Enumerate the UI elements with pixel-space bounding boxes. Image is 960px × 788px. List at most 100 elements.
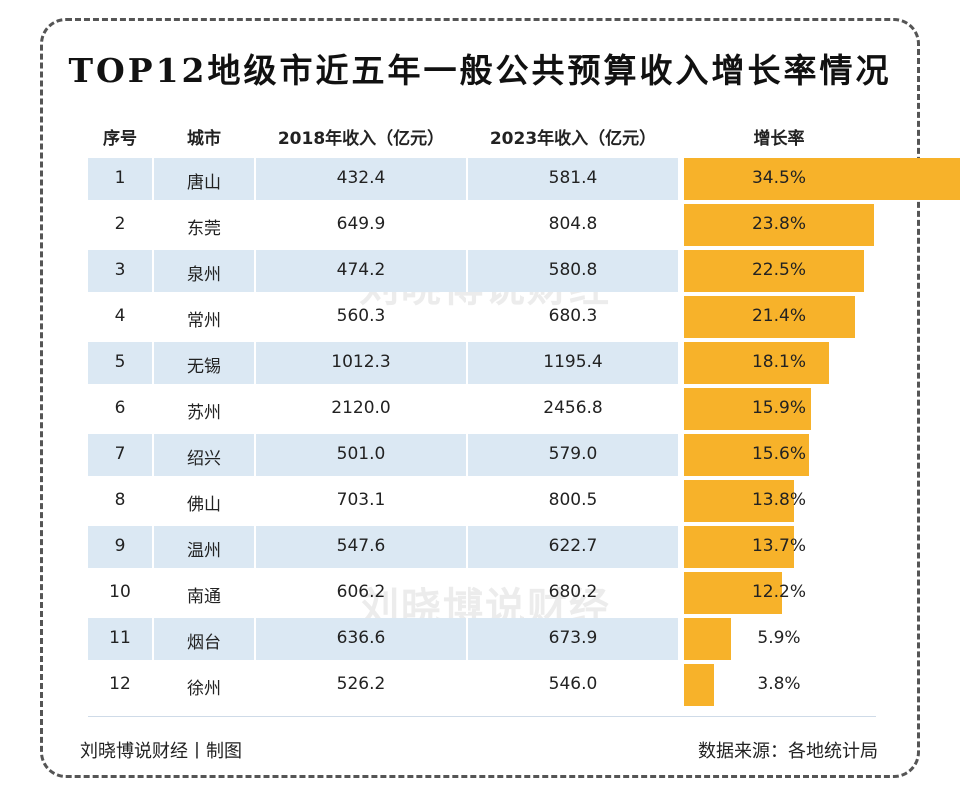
header-growth-rate: 增长率: [753, 129, 805, 149]
row-index: 10: [109, 582, 131, 602]
row-index: 1: [114, 168, 126, 188]
chart-frame: [40, 18, 920, 778]
column-separator: [254, 434, 256, 476]
footer-divider: [88, 716, 876, 717]
column-separator: [254, 572, 256, 614]
row-growth-rate: 15.6%: [751, 444, 806, 464]
row-city: 唐山: [187, 173, 221, 193]
table-row: 5 无锡 1012.3 1195.4 18.1%: [88, 340, 876, 386]
growth-bar: [684, 342, 829, 384]
row-growth-rate: 12.2%: [751, 582, 806, 602]
row-2023-revenue: 580.8: [548, 260, 598, 280]
row-2018-revenue: 2120.0: [331, 398, 391, 418]
table-row: 8 佛山 703.1 800.5 13.8%: [88, 478, 876, 524]
row-index: 11: [109, 628, 131, 648]
row-2018-revenue: 606.2: [336, 582, 386, 602]
column-separator: [466, 480, 468, 522]
growth-bar: [684, 526, 794, 568]
growth-bar: [684, 296, 855, 338]
row-band: [88, 434, 678, 476]
column-separator: [254, 388, 256, 430]
column-separator: [466, 342, 468, 384]
row-2023-revenue: 2456.8: [543, 398, 603, 418]
row-2018-revenue: 474.2: [336, 260, 386, 280]
row-index: 4: [114, 306, 126, 326]
column-separator: [254, 342, 256, 384]
row-band: [88, 342, 678, 384]
chart-title: TOP12地级市近五年一般公共预算收入增长率情况: [68, 51, 892, 90]
column-separator: [466, 204, 468, 246]
row-index: 5: [114, 352, 126, 372]
growth-bar: [684, 158, 960, 200]
row-city: 无锡: [187, 357, 221, 377]
growth-bar: [684, 434, 809, 476]
row-city: 烟台: [187, 633, 221, 653]
row-2023-revenue: 1195.4: [543, 352, 603, 372]
row-band: [88, 158, 678, 200]
row-2018-revenue: 501.0: [336, 444, 386, 464]
column-separator: [152, 342, 154, 384]
row-city: 泉州: [187, 265, 221, 285]
row-index: 8: [114, 490, 126, 510]
column-separator: [152, 204, 154, 246]
row-2018-revenue: 560.3: [336, 306, 386, 326]
column-separator: [466, 618, 468, 660]
row-growth-rate: 13.8%: [751, 490, 806, 510]
column-separator: [152, 526, 154, 568]
column-separator: [466, 572, 468, 614]
row-city: 苏州: [187, 403, 221, 423]
column-separator: [152, 480, 154, 522]
row-index: 12: [109, 674, 131, 694]
row-2018-revenue: 636.6: [336, 628, 386, 648]
table-row: 9 温州 547.6 622.7 13.7%: [88, 524, 876, 570]
column-separator: [466, 250, 468, 292]
row-2023-revenue: 622.7: [548, 536, 598, 556]
row-city: 常州: [187, 311, 221, 331]
growth-bar: [684, 664, 714, 706]
row-2023-revenue: 680.2: [548, 582, 598, 602]
growth-bar: [684, 204, 874, 246]
table-header: 序号 城市 2018年收入（亿元） 2023年收入（亿元） 增长率: [88, 114, 876, 156]
row-band: [88, 618, 678, 660]
row-2023-revenue: 546.0: [548, 674, 598, 694]
row-growth-rate: 3.8%: [757, 674, 801, 694]
row-growth-rate: 23.8%: [751, 214, 806, 234]
row-city: 佛山: [187, 495, 221, 515]
growth-bar: [684, 388, 811, 430]
growth-bar: [684, 480, 794, 522]
table-row: 10 南通 606.2 680.2 12.2%: [88, 570, 876, 616]
table-row: 4 常州 560.3 680.3 21.4%: [88, 294, 876, 340]
row-2023-revenue: 804.8: [548, 214, 598, 234]
row-2018-revenue: 547.6: [336, 536, 386, 556]
column-separator: [254, 250, 256, 292]
column-separator: [254, 158, 256, 200]
table-row: 3 泉州 474.2 580.8 22.5%: [88, 248, 876, 294]
row-2023-revenue: 581.4: [548, 168, 598, 188]
column-separator: [254, 204, 256, 246]
growth-bar: [684, 618, 731, 660]
table-row: 2 东莞 649.9 804.8 23.8%: [88, 202, 876, 248]
header-index: 序号: [103, 129, 137, 149]
column-separator: [254, 664, 256, 706]
column-separator: [152, 572, 154, 614]
header-2023-revenue: 2023年收入（亿元）: [489, 129, 657, 149]
header-city: 城市: [187, 129, 221, 149]
column-separator: [466, 388, 468, 430]
row-city: 徐州: [187, 679, 221, 699]
row-2018-revenue: 526.2: [336, 674, 386, 694]
column-separator: [254, 618, 256, 660]
row-band: [88, 526, 678, 568]
row-index: 3: [114, 260, 126, 280]
row-index: 7: [114, 444, 126, 464]
table-row: 12 徐州 526.2 546.0 3.8%: [88, 662, 876, 708]
column-separator: [466, 296, 468, 338]
growth-bar: [684, 250, 864, 292]
row-city: 东莞: [187, 219, 221, 239]
row-growth-rate: 13.7%: [751, 536, 806, 556]
column-separator: [466, 664, 468, 706]
row-2023-revenue: 680.3: [548, 306, 598, 326]
table-row: 11 烟台 636.6 673.9 5.9%: [88, 616, 876, 662]
header-2018-revenue: 2018年收入（亿元）: [277, 129, 445, 149]
column-separator: [152, 434, 154, 476]
column-separator: [254, 526, 256, 568]
